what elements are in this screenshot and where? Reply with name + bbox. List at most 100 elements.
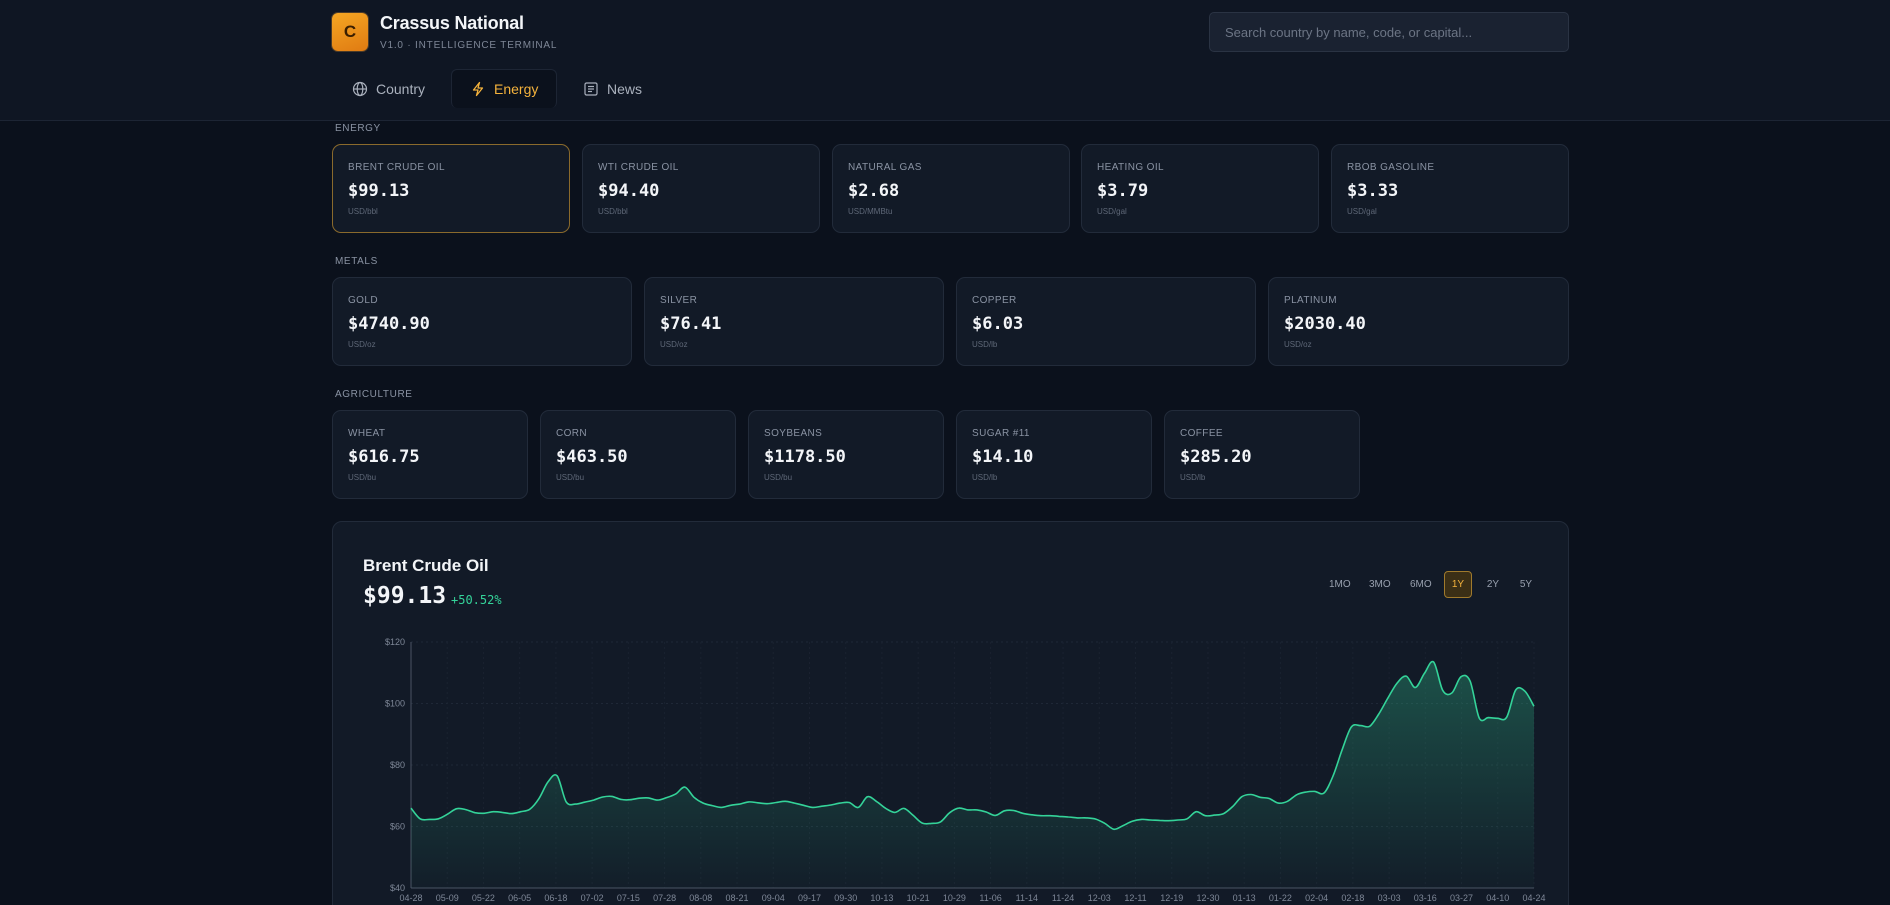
commodity-price: $1178.50	[764, 447, 846, 467]
commodity-card-soybeans[interactable]: SOYBEANS $1178.50 USD/bu	[748, 410, 944, 499]
x-tick-label: 12-30	[1196, 893, 1219, 903]
commodity-price: $6.03	[972, 314, 1024, 334]
range-button-1y[interactable]: 1Y	[1444, 571, 1472, 598]
range-button-6mo[interactable]: 6MO	[1410, 579, 1432, 590]
commodity-name: COPPER	[972, 295, 1017, 306]
x-tick-label: 11-14	[1016, 893, 1038, 903]
section-label-agriculture: AGRICULTURE	[335, 389, 413, 400]
commodity-unit: USD/oz	[1284, 340, 1312, 349]
commodity-unit: USD/oz	[660, 340, 688, 349]
commodity-name: BRENT CRUDE OIL	[348, 162, 445, 173]
commodity-price: $3.79	[1097, 181, 1149, 201]
x-tick-label: 09-17	[798, 893, 821, 903]
x-tick-label: 12-19	[1160, 893, 1183, 903]
commodity-name: PLATINUM	[1284, 295, 1338, 306]
commodity-unit: USD/bu	[556, 473, 585, 482]
x-tick-label: 11-06	[979, 893, 1001, 903]
commodity-unit: USD/oz	[348, 340, 376, 349]
x-tick-label: 12-11	[1124, 893, 1146, 903]
y-tick-label: $60	[390, 822, 405, 832]
commodity-price: $285.20	[1180, 447, 1252, 467]
x-tick-label: 10-13	[870, 893, 893, 903]
range-button-2y[interactable]: 2Y	[1486, 579, 1500, 590]
commodity-card-corn[interactable]: CORN $463.50 USD/bu	[540, 410, 736, 499]
commodity-card-natural-gas[interactable]: NATURAL GAS $2.68 USD/MMBtu	[832, 144, 1070, 233]
x-tick-label: 10-21	[907, 893, 930, 903]
commodity-price: $463.50	[556, 447, 628, 467]
x-tick-label: 05-22	[472, 893, 495, 903]
x-tick-label: 09-30	[834, 893, 857, 903]
commodity-name: NATURAL GAS	[848, 162, 922, 173]
commodity-card-brent[interactable]: BRENT CRUDE OIL $99.13 USD/bbl	[332, 144, 570, 233]
x-tick-label: 08-21	[726, 893, 749, 903]
commodity-unit: USD/gal	[1347, 207, 1377, 216]
x-tick-label: 03-03	[1378, 893, 1401, 903]
commodity-card-gold[interactable]: GOLD $4740.90 USD/oz	[332, 277, 632, 366]
commodity-name: CORN	[556, 428, 588, 439]
range-button-3mo[interactable]: 3MO	[1369, 579, 1391, 590]
x-tick-label: 02-18	[1341, 893, 1364, 903]
commodity-unit: USD/bu	[764, 473, 793, 482]
x-tick-label: 04-24	[1522, 893, 1545, 903]
price-line	[410, 660, 1535, 831]
tab-news[interactable]: News	[565, 69, 660, 108]
y-tick-label: $80	[390, 760, 405, 770]
commodity-card-rbob-gasoline[interactable]: RBOB GASOLINE $3.33 USD/gal	[1331, 144, 1569, 233]
x-tick-label: 11-24	[1052, 893, 1074, 903]
tab-label: Country	[376, 80, 426, 97]
range-button-5y[interactable]: 5Y	[1519, 579, 1533, 590]
chart-title: Brent Crude Oil	[363, 556, 489, 575]
section-label-energy: ENERGY	[335, 123, 381, 134]
tab-country[interactable]: Country	[334, 69, 443, 108]
newspaper-icon	[584, 81, 598, 96]
lightning-icon	[472, 81, 484, 97]
search-input[interactable]	[1209, 12, 1569, 52]
commodity-name: SUGAR #11	[972, 428, 1030, 439]
x-tick-label: 03-27	[1450, 893, 1473, 903]
x-tick-label: 04-10	[1486, 893, 1509, 903]
y-tick-label: $40	[390, 883, 405, 893]
x-tick-label: 01-13	[1233, 893, 1256, 903]
commodity-card-wti[interactable]: WTI CRUDE OIL $94.40 USD/bbl	[582, 144, 820, 233]
commodity-name: WTI CRUDE OIL	[598, 162, 679, 173]
commodity-name: SOYBEANS	[764, 428, 823, 439]
commodity-name: GOLD	[348, 295, 378, 306]
commodity-card-silver[interactable]: SILVER $76.41 USD/oz	[644, 277, 944, 366]
chart-current-price: $99.13	[363, 583, 447, 609]
x-tick-label: 06-18	[544, 893, 567, 903]
commodity-unit: USD/lb	[1180, 473, 1206, 482]
tab-label: Energy	[494, 81, 539, 97]
commodity-price: $76.41	[660, 314, 722, 334]
tab-energy[interactable]: Energy	[451, 69, 558, 108]
x-tick-label: 09-04	[762, 893, 785, 903]
commodity-price: $14.10	[972, 447, 1034, 467]
globe-icon	[352, 81, 368, 96]
commodity-price: $4740.90	[348, 314, 430, 334]
app-logo: C	[332, 13, 368, 51]
commodity-card-wheat[interactable]: WHEAT $616.75 USD/bu	[332, 410, 528, 499]
commodity-price: $99.13	[348, 181, 410, 201]
commodity-unit: USD/bbl	[598, 207, 628, 216]
commodity-name: RBOB GASOLINE	[1347, 162, 1435, 173]
x-tick-label: 08-08	[689, 893, 712, 903]
x-tick-label: 03-16	[1414, 893, 1437, 903]
y-tick-label: $100	[385, 699, 405, 709]
tab-label: News	[607, 80, 643, 97]
commodity-name: WHEAT	[348, 428, 386, 439]
commodity-name: SILVER	[660, 295, 698, 306]
commodity-card-copper[interactable]: COPPER $6.03 USD/lb	[956, 277, 1256, 366]
x-tick-label: 07-28	[653, 893, 676, 903]
section-label-metals: METALS	[335, 256, 378, 267]
range-button-1mo[interactable]: 1MO	[1329, 579, 1351, 590]
commodity-card-heating-oil[interactable]: HEATING OIL $3.79 USD/gal	[1081, 144, 1319, 233]
x-tick-label: 05-09	[436, 893, 459, 903]
commodity-card-coffee[interactable]: COFFEE $285.20 USD/lb	[1164, 410, 1360, 499]
commodity-unit: USD/bbl	[348, 207, 378, 216]
app-title: Crassus National	[380, 13, 524, 33]
x-tick-label: 10-29	[943, 893, 966, 903]
commodity-card-platinum[interactable]: PLATINUM $2030.40 USD/oz	[1268, 277, 1569, 366]
x-tick-label: 07-02	[581, 893, 604, 903]
commodity-card-sugar[interactable]: SUGAR #11 $14.10 USD/lb	[956, 410, 1152, 499]
commodity-name: COFFEE	[1180, 428, 1223, 439]
price-chart-panel: Brent Crude Oil $99.13 +50.52% 1MO 3MO 6…	[332, 521, 1569, 905]
